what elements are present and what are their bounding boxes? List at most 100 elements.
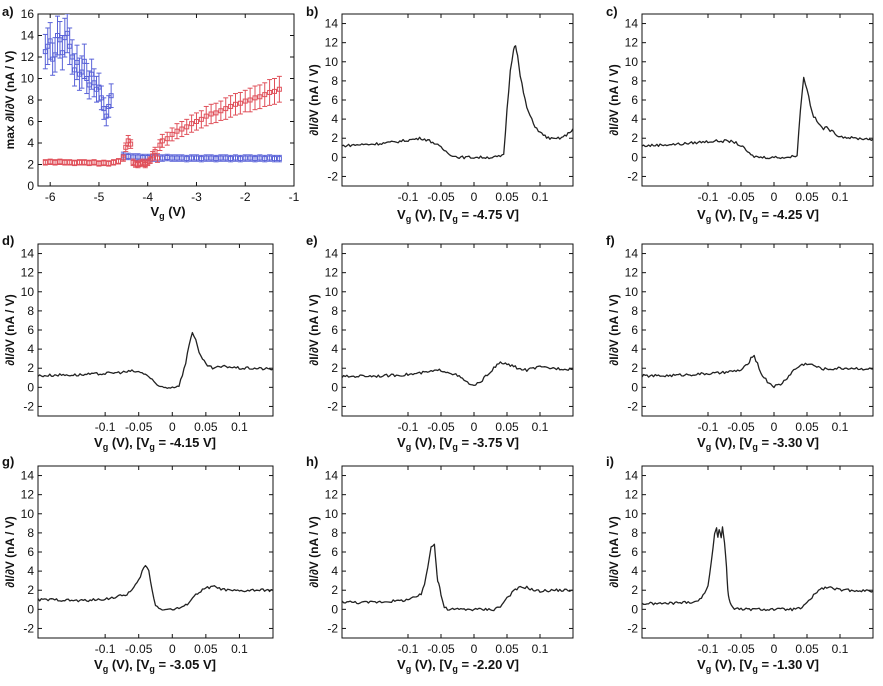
- series-line: [342, 361, 573, 387]
- data-point: [189, 155, 195, 161]
- panel-label-e: e): [306, 233, 318, 248]
- y-tick-label: -2: [627, 399, 638, 413]
- x-tick-label: -6: [45, 190, 56, 204]
- data-point: [115, 158, 121, 164]
- y-tick-label: 14: [21, 29, 35, 43]
- data-point: [111, 159, 117, 165]
- data-point: [276, 156, 282, 162]
- data-point: [96, 160, 102, 166]
- y-tick-label: 6: [27, 323, 34, 337]
- y-tick-label: 14: [21, 247, 35, 261]
- panel-f: f) -2 0 2 4 6 8 10 12 14 -0.1 -0.05 0 0.05 0.1 ∂I/∂V (n…: [606, 233, 874, 452]
- x-tick-label: -0.1: [698, 190, 719, 204]
- data-point: [159, 155, 165, 161]
- plot-frame: [641, 243, 874, 417]
- data-point: [72, 160, 78, 166]
- data-point: [203, 155, 209, 161]
- data-point: [237, 156, 243, 162]
- data-point: [223, 106, 229, 112]
- y-tick-label: 0: [331, 602, 338, 616]
- x-axis-label: Vg (V): [150, 204, 185, 221]
- y-tick-label: 12: [625, 266, 639, 280]
- data-point: [184, 124, 190, 130]
- panel-d: d) -2 0 2 4 6 8 10 12 14 -0.1 -0.05 0 0.05 0.1 ∂I/∂V (n…: [2, 233, 274, 452]
- data-point: [174, 155, 180, 161]
- x-tick-label: 0.1: [832, 642, 849, 656]
- x-tick-label: 0.05: [495, 190, 519, 204]
- y-tick-label: 2: [331, 131, 338, 145]
- y-tick-label: 4: [27, 564, 34, 578]
- series-red: [42, 75, 282, 169]
- y-tick-label: 12: [625, 488, 639, 502]
- data-point: [179, 126, 185, 132]
- data-point: [86, 160, 92, 166]
- y-tick-label: 14: [625, 17, 639, 31]
- panel-g: g) -2 0 2 4 6 8 10 12 14 -0.1 -0.05 0 0.05 0.1 ∂I/∂V (n…: [2, 454, 274, 674]
- y-tick-label: 0: [27, 602, 34, 616]
- data-point: [198, 156, 204, 162]
- y-tick-label: 16: [21, 7, 35, 21]
- y-axis-label: ∂I/∂V (nA / V): [307, 516, 321, 587]
- x-axis-label: Vg (V), [Vg = -1.30 V]: [697, 657, 819, 674]
- x-tick-label: 0: [471, 420, 478, 434]
- y-tick-label: 10: [625, 55, 639, 69]
- data-point: [128, 141, 134, 147]
- data-point: [91, 159, 97, 165]
- y-tick-label: 8: [631, 74, 638, 88]
- panel-h: h) -2 0 2 4 6 8 10 12 14 -0.1 -0.05 0 0.05 0.1 ∂I/∂V (n…: [306, 454, 574, 674]
- data-point: [271, 88, 277, 94]
- data-point: [247, 155, 253, 161]
- y-tick-label: 6: [331, 323, 338, 337]
- panel-c: c) -2 0 2 4 6 8 10 12 14 -0.1 -0.05 0 0.05 0.1 ∂I/∂V (n…: [606, 4, 874, 224]
- panel-e: e) -2 0 2 4 6 8 10 12 14 -0.1 -0.05 0 0.05 0.1 ∂I/∂V (n…: [306, 233, 574, 452]
- y-tick-label: 10: [21, 285, 35, 299]
- data-point: [203, 113, 209, 119]
- y-tick-label: 4: [631, 112, 638, 126]
- x-tick-label: -0.1: [698, 642, 719, 656]
- series-line: [342, 45, 573, 160]
- x-axis-label: Vg (V), [Vg = -2.20 V]: [397, 657, 519, 674]
- x-tick-label: -5: [94, 190, 105, 204]
- data-point: [247, 97, 253, 103]
- x-tick-label: 0: [771, 642, 778, 656]
- y-tick-label: 4: [631, 564, 638, 578]
- y-tick-label: 10: [21, 507, 35, 521]
- data-point: [120, 155, 126, 161]
- data-point: [159, 138, 165, 144]
- data-layer: [642, 526, 873, 612]
- x-tick-label: 0: [771, 190, 778, 204]
- x-tick-label: 0.05: [495, 642, 519, 656]
- y-tick-label: 10: [325, 285, 339, 299]
- x-axis-label: Vg (V), [Vg = -3.05 V]: [94, 657, 216, 674]
- y-tick-label: 4: [331, 564, 338, 578]
- data-point: [228, 156, 234, 162]
- x-tick-label: 0.1: [832, 190, 849, 204]
- y-tick-label: 2: [27, 361, 34, 375]
- x-tick-label: 0.05: [795, 190, 819, 204]
- data-point: [232, 101, 238, 107]
- y-tick-label: -2: [327, 169, 338, 183]
- plot-frame: [341, 465, 574, 639]
- panel-a: a) 0 2 4 6 8 10 12 14 16 -6 -5 -4 -3 -2 -1 max ∂I/∂V (nA…: [2, 4, 300, 221]
- y-tick-label: 14: [325, 247, 339, 261]
- y-tick-label: 6: [631, 323, 638, 337]
- y-axis-label: ∂I/∂V (nA / V): [607, 64, 621, 135]
- y-tick-label: 0: [27, 179, 34, 193]
- y-tick-label: -2: [627, 169, 638, 183]
- panel-i: i) -2 0 2 4 6 8 10 12 14 -0.1 -0.05 0 0.05 0.1 ∂I/∂V (n…: [606, 454, 874, 674]
- data-layer: [342, 543, 573, 612]
- y-tick-label: -2: [327, 621, 338, 635]
- y-tick-label: 6: [331, 93, 338, 107]
- y-tick-label: 2: [331, 583, 338, 597]
- y-tick-label: 8: [631, 526, 638, 540]
- data-point: [232, 155, 238, 161]
- x-tick-label: 0.1: [231, 420, 248, 434]
- x-tick-label: -0.1: [95, 642, 116, 656]
- data-point: [164, 136, 170, 142]
- x-tick-label: 0: [169, 642, 176, 656]
- y-tick-label: 2: [631, 131, 638, 145]
- data-point: [193, 119, 199, 124]
- data-point: [154, 155, 160, 161]
- data-point: [62, 159, 68, 165]
